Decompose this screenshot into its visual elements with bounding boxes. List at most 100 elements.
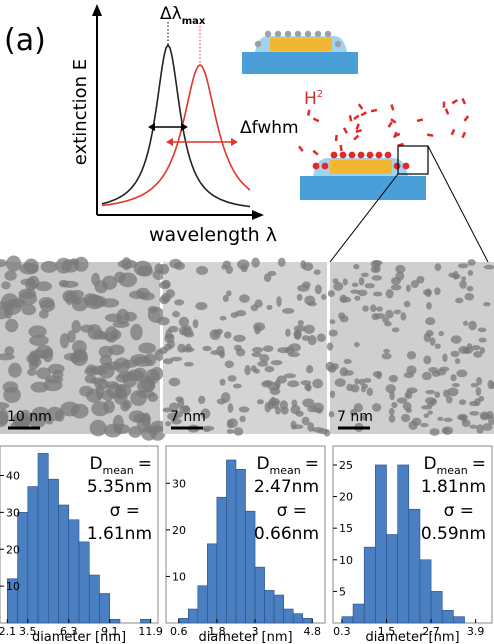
particle bbox=[251, 365, 257, 372]
particle bbox=[330, 319, 336, 324]
arrow-head bbox=[166, 138, 173, 146]
particle bbox=[221, 265, 227, 270]
particle bbox=[288, 343, 300, 352]
particle bbox=[467, 259, 475, 266]
mean-symbol: D bbox=[89, 454, 102, 474]
scale-bar-label: 10 nm bbox=[7, 409, 52, 425]
particle bbox=[198, 396, 205, 404]
particle bbox=[43, 379, 62, 391]
hydrogen-molecule bbox=[307, 110, 311, 116]
particle bbox=[302, 417, 310, 426]
particle bbox=[350, 289, 360, 293]
particle bbox=[138, 343, 156, 354]
particle bbox=[136, 288, 150, 299]
nanoparticle bbox=[367, 152, 374, 159]
particle bbox=[276, 296, 281, 307]
particle bbox=[425, 288, 432, 297]
y-tick-label: 15 bbox=[339, 522, 353, 535]
particle bbox=[391, 284, 402, 290]
particle bbox=[312, 379, 323, 389]
particle bbox=[175, 396, 183, 402]
nanoparticle bbox=[349, 152, 356, 159]
particle bbox=[170, 357, 182, 362]
particle bbox=[233, 335, 245, 342]
particle bbox=[376, 306, 383, 311]
particle bbox=[480, 412, 490, 421]
hydrogen-molecule bbox=[353, 115, 359, 121]
particle bbox=[373, 292, 382, 297]
particle bbox=[113, 415, 124, 431]
bar bbox=[409, 509, 420, 623]
particle bbox=[422, 372, 432, 380]
particle bbox=[352, 283, 359, 287]
particle bbox=[251, 257, 260, 267]
particle bbox=[372, 403, 381, 412]
micrograph: 7 nm bbox=[326, 259, 494, 436]
nanoparticle bbox=[265, 31, 271, 37]
histogram: 5101520250.31.52.73.9diameter [nm]Dmean=… bbox=[333, 446, 492, 644]
particle bbox=[105, 326, 119, 343]
nanoparticle bbox=[305, 31, 311, 37]
nanoparticle bbox=[315, 31, 321, 37]
particle bbox=[389, 375, 398, 382]
particle bbox=[397, 397, 408, 403]
x-tick-label: 2.1 bbox=[0, 625, 16, 638]
bar bbox=[79, 542, 89, 623]
nanoparticle bbox=[335, 41, 341, 47]
micrograph: 10 nm bbox=[0, 255, 167, 440]
particle bbox=[392, 327, 400, 332]
particle bbox=[304, 325, 315, 334]
particle bbox=[233, 384, 242, 389]
nanoparticle bbox=[313, 163, 320, 170]
hydrogen-molecule bbox=[313, 117, 319, 122]
nanoparticle bbox=[325, 31, 331, 37]
bar bbox=[342, 617, 353, 623]
y-tick-label: 10 bbox=[6, 580, 20, 593]
nanoparticle bbox=[385, 152, 392, 159]
particle bbox=[96, 384, 105, 399]
particle bbox=[463, 321, 468, 326]
particle bbox=[169, 259, 181, 269]
particle bbox=[270, 387, 281, 395]
device-2: H2 bbox=[298, 89, 488, 262]
y-tick-label: 25 bbox=[339, 459, 353, 472]
device-1 bbox=[242, 31, 358, 74]
gas-label: H2 bbox=[304, 89, 323, 109]
particle bbox=[251, 304, 259, 311]
particle bbox=[452, 383, 460, 387]
micrograph: 7 nm bbox=[157, 257, 330, 436]
mean-subscript: mean bbox=[103, 464, 134, 477]
particle bbox=[161, 293, 171, 303]
nanoparticle bbox=[331, 152, 338, 159]
particle bbox=[266, 305, 272, 310]
particle bbox=[137, 266, 153, 277]
particle bbox=[426, 302, 432, 310]
particle bbox=[396, 271, 405, 280]
gas-symbol: H bbox=[304, 89, 317, 109]
nanoparticle bbox=[340, 152, 347, 159]
particle bbox=[90, 377, 106, 384]
particle bbox=[3, 381, 19, 392]
bar bbox=[431, 591, 442, 623]
bar bbox=[110, 619, 120, 623]
particle bbox=[354, 342, 360, 347]
histogram: 102030402.13.56.39.111.9diameter [nm]Dme… bbox=[0, 446, 163, 644]
particle bbox=[265, 366, 275, 372]
y-tick-label: 20 bbox=[172, 524, 186, 537]
particle bbox=[282, 308, 294, 314]
histograms: 102030402.13.56.39.111.9diameter [nm]Dme… bbox=[0, 446, 492, 644]
sigma-label: σ = bbox=[277, 501, 307, 521]
scale-bar-label: 7 nm bbox=[337, 409, 373, 425]
hydrogen-molecule bbox=[390, 104, 394, 110]
particle bbox=[467, 286, 474, 292]
bar bbox=[364, 547, 375, 623]
particle bbox=[327, 343, 333, 351]
particle bbox=[220, 379, 226, 386]
bar bbox=[69, 520, 79, 623]
particle bbox=[67, 330, 76, 343]
particle bbox=[79, 386, 93, 397]
particle bbox=[165, 334, 175, 339]
particle bbox=[196, 266, 208, 275]
particle bbox=[425, 390, 435, 394]
particle bbox=[29, 335, 49, 346]
